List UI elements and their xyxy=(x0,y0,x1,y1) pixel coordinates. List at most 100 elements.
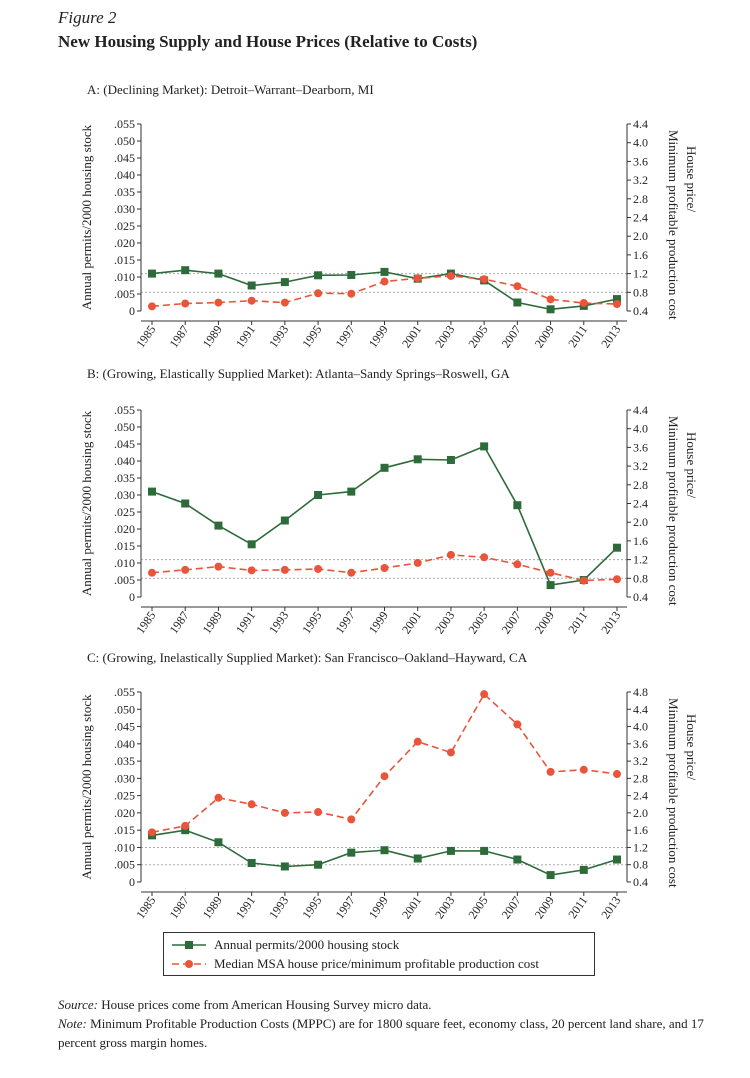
panel-b-left-tick-label: .040 xyxy=(114,454,135,468)
panel-a-price-point xyxy=(214,298,223,307)
panel-a-left-tick-label: .010 xyxy=(114,270,135,284)
panel-b-right-tick-label: 3.6 xyxy=(633,440,648,454)
panel-b-left-tick-label: .025 xyxy=(114,505,135,519)
panel-a-permits-point xyxy=(247,281,256,290)
panel-b-price-point xyxy=(181,565,190,574)
panel-c-ylabel-left: Annual permits/2000 housing stock xyxy=(79,694,94,880)
source-text: House prices come from American Housing … xyxy=(101,997,432,1012)
panel-b-left-tick-label: 0 xyxy=(129,590,135,604)
panel-a-permits-point xyxy=(347,270,356,279)
panel-b-x-tick-label: 2009 xyxy=(532,609,557,637)
panel-c-x-tick-label: 2001 xyxy=(399,894,424,922)
panel-c-price-point xyxy=(513,720,522,729)
panel-c-right-tick-label: 2.0 xyxy=(633,806,648,820)
panel-a-price-point xyxy=(181,299,190,308)
panel-b-permits-point xyxy=(148,487,156,496)
legend-item-price: Median MSA house price/minimum profitabl… xyxy=(172,955,539,973)
panel-a-x-tick-label: 2013 xyxy=(598,323,623,351)
panel-b-price-point xyxy=(214,562,223,571)
panel-c-permits-point xyxy=(314,860,323,869)
panel-c-right-tick-label: 3.2 xyxy=(633,754,648,768)
panel-b-permits-point xyxy=(280,516,289,525)
panel-a-price-point xyxy=(314,289,323,298)
panel-b-x-tick-label: 1999 xyxy=(366,609,391,637)
panel-c-permits-point xyxy=(181,826,190,835)
panel-c-x-tick-label: 1997 xyxy=(333,894,358,922)
panel-c-price-line xyxy=(151,692,618,834)
panel-a-x-tick-label: 2007 xyxy=(499,323,524,351)
panel-c-x-tick-label: 2005 xyxy=(465,894,490,922)
panel-c-permits-point xyxy=(480,846,489,855)
panel-a-right-tick-label: 1.6 xyxy=(633,248,648,262)
panel-a-left-tick-label: 0 xyxy=(129,304,135,318)
panel-c-ylabel-right-1: House price/ xyxy=(684,714,699,780)
panel-a-x-tick-label: 1993 xyxy=(266,323,291,351)
panel-c-permits-point xyxy=(446,846,455,855)
panel-b-x-tick-label: 1989 xyxy=(200,609,225,637)
panel-a-right-tick-label: 2.4 xyxy=(633,211,648,225)
panel-a-price-point xyxy=(380,277,389,286)
panel-c-left-tick-label: 0 xyxy=(129,875,135,889)
panel-b-price-point xyxy=(480,553,489,562)
panel-b-left-tick-label: .005 xyxy=(114,573,135,587)
panel-a-left-tick-label: .020 xyxy=(114,236,135,250)
panel-b-price-point xyxy=(446,550,455,559)
legend-permits-swatch xyxy=(172,941,206,949)
panel-b-left-tick-label: .010 xyxy=(114,556,135,570)
panel-b-right-tick-label: 3.2 xyxy=(633,459,648,473)
panel-a-permits-point xyxy=(214,269,223,278)
panel-a-x-tick-label: 1997 xyxy=(333,323,358,351)
panel-b-right-tick-label: 4.0 xyxy=(633,422,648,436)
panel-b-price-point xyxy=(314,564,323,573)
panel-c-price-point xyxy=(413,737,422,746)
panel-c-price-point xyxy=(247,800,256,809)
panel-c-x-tick-label: 2011 xyxy=(565,894,590,921)
panel-b-permits-point xyxy=(480,442,489,451)
panel-b-price-point xyxy=(613,575,621,584)
panel-a-left-tick-label: .055 xyxy=(114,117,135,131)
panel-c-right-tick-label: 4.4 xyxy=(633,702,648,716)
panel-b-x-tick-label: 2013 xyxy=(598,609,623,637)
panel-b-permits-point xyxy=(513,501,522,510)
panel-a-right-tick-label: 3.2 xyxy=(633,173,648,187)
panel-b-left-tick-label: .015 xyxy=(114,539,135,553)
panel-b-permits-point xyxy=(413,455,422,464)
note-text: Minimum Profitable Production Costs (MPP… xyxy=(58,1016,704,1050)
panel-c-left-tick-label: .010 xyxy=(114,840,135,854)
panel-c-left-tick-label: .025 xyxy=(114,789,135,803)
source-note: Source: House prices come from American … xyxy=(58,995,718,1014)
panel-a-x-tick-label: 1991 xyxy=(233,323,258,351)
panel-c-x-tick-label: 1991 xyxy=(233,894,258,922)
panel-a-left-tick-label: .035 xyxy=(114,185,135,199)
panel-c-permits-point xyxy=(214,838,223,847)
panel-a-price-point xyxy=(280,298,289,307)
panel-a-permits-point xyxy=(613,295,621,304)
legend-price-label: Median MSA house price/minimum profitabl… xyxy=(214,956,539,971)
panel-c-price-point xyxy=(181,821,190,830)
panel-b-x-tick-label: 2001 xyxy=(399,609,424,637)
panel-c-permits-point xyxy=(380,846,389,855)
panel-a-price-point xyxy=(480,275,489,284)
panel-a-left-tick-label: .040 xyxy=(114,168,135,182)
panel-c-price-point xyxy=(347,815,356,824)
panel-a-x-tick-label: 1987 xyxy=(166,323,191,351)
panel-b-right-tick-label: 2.0 xyxy=(633,515,648,529)
panel-b-ylabel-right-2: Minimum profitable production cost xyxy=(666,416,681,606)
panel-c-x-tick-label: 1989 xyxy=(200,894,225,922)
panel-b-permits-point xyxy=(214,521,223,530)
panel-b-price-point xyxy=(513,560,522,569)
panel-a-left-tick-label: .005 xyxy=(114,287,135,301)
panel-a-right-tick-label: 4.0 xyxy=(633,136,648,150)
panel-a-x-tick-label: 2001 xyxy=(399,323,424,351)
panel-c-right-tick-label: 1.2 xyxy=(633,840,648,854)
panel-b-price-point xyxy=(413,558,422,567)
panel-a-left-tick-label: .045 xyxy=(114,151,135,165)
panel-c-permits-point xyxy=(513,855,522,864)
panel-a-left-tick-label: .025 xyxy=(114,219,135,233)
panel-b-price-point xyxy=(380,564,389,573)
panel-c-price-point xyxy=(579,765,588,774)
legend-price-swatch xyxy=(172,960,206,968)
panel-a: A: (Declining Market): Detroit–Warrant–D… xyxy=(79,82,699,350)
panel-c-permits-point xyxy=(247,859,256,867)
note-label: Note: xyxy=(58,1016,87,1031)
